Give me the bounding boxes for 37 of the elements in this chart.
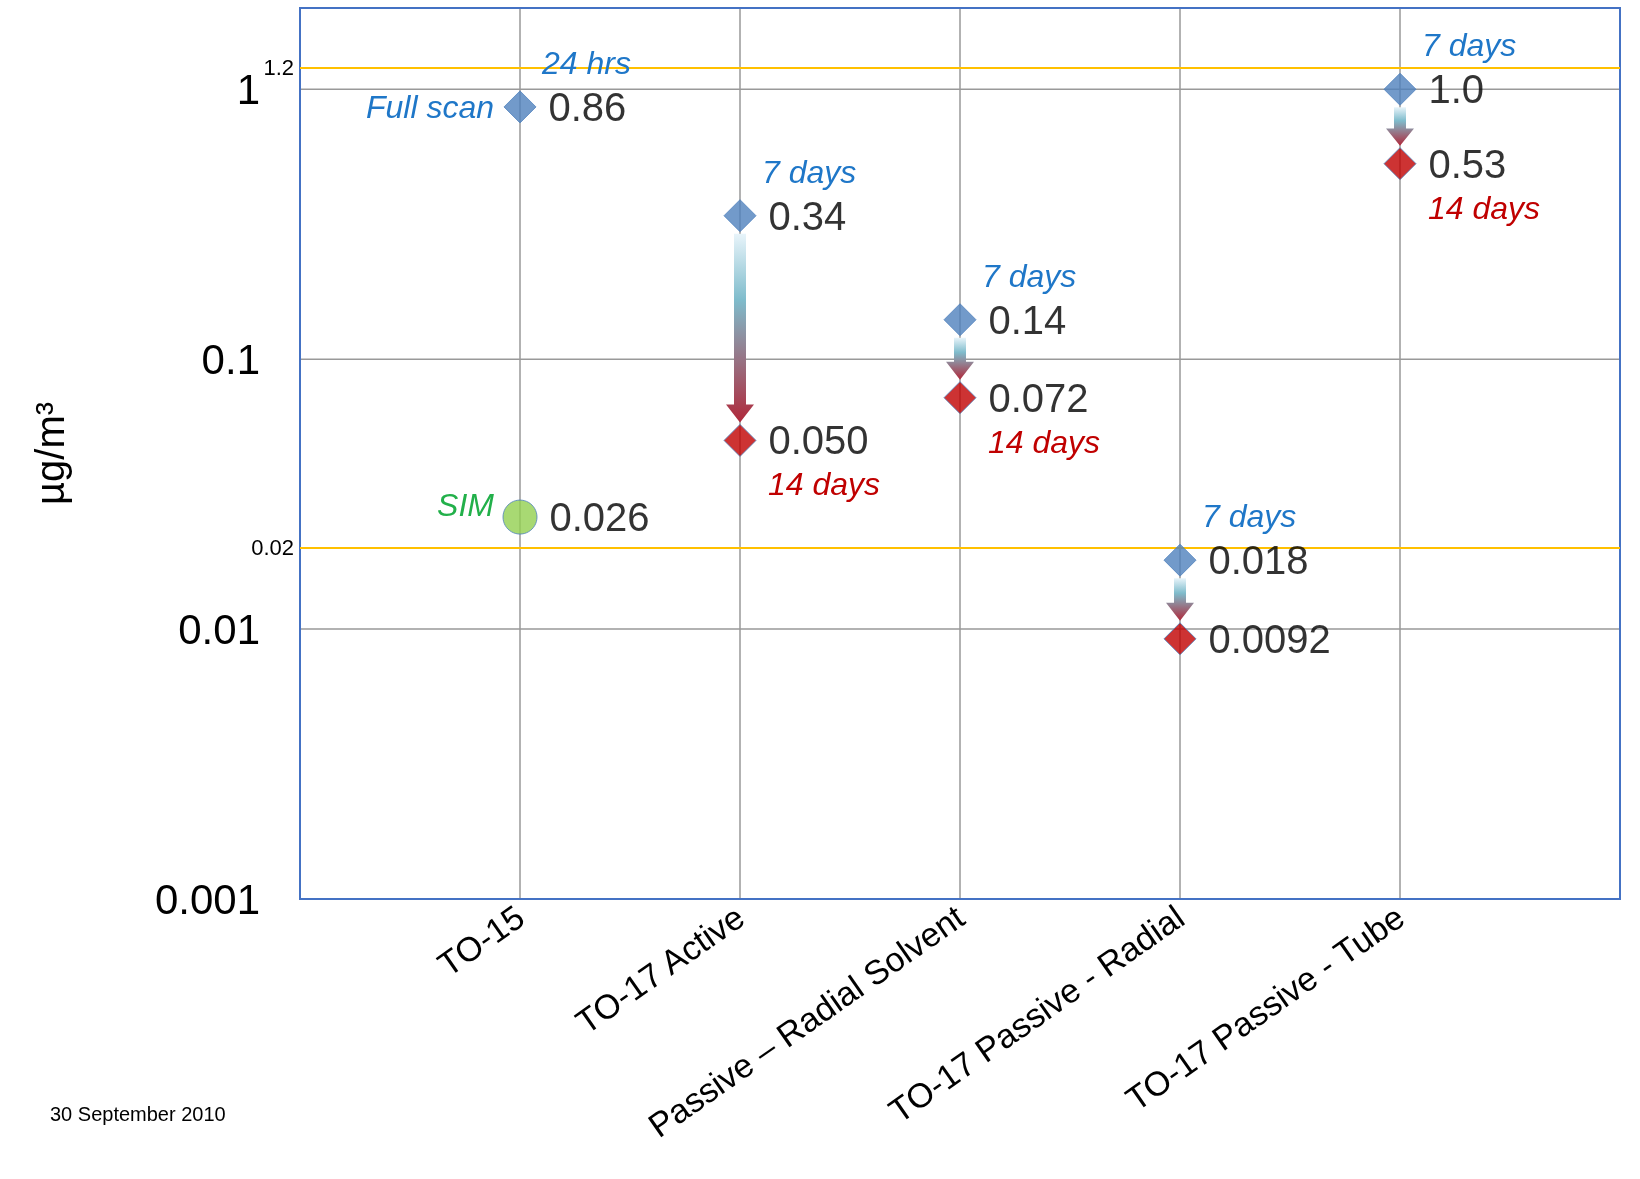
- point: [1383, 72, 1417, 106]
- annotation: SIM: [437, 487, 495, 524]
- data-label: 0.018: [1208, 538, 1309, 583]
- text: 30 September 2010: [50, 1103, 226, 1125]
- annotation: 14 days: [988, 423, 1101, 460]
- data-label: 0.53: [1428, 141, 1507, 186]
- point: [723, 423, 757, 457]
- point: [503, 90, 537, 124]
- ref-line-label: 1.2: [263, 55, 294, 81]
- data-label: 0.026: [549, 495, 650, 540]
- data-label: 0.050: [768, 418, 869, 463]
- ref-line-label: 0.02: [251, 535, 294, 561]
- y-axis-title: µg/m³: [28, 401, 72, 506]
- annotation: 14 days: [768, 466, 881, 503]
- data-label: 1.0: [1428, 67, 1485, 112]
- data-label: 0.14: [988, 297, 1067, 342]
- point: [943, 303, 977, 337]
- data-label: 0.34: [768, 193, 847, 238]
- annotation: 7 days: [762, 153, 857, 190]
- point: [1163, 543, 1197, 577]
- annotation: Full scan: [365, 88, 494, 125]
- point: [502, 499, 538, 535]
- annotation: 7 days: [1422, 27, 1517, 64]
- annotation: 7 days: [982, 257, 1077, 294]
- data-label: 0.0092: [1208, 616, 1331, 661]
- y-tick-label: 1: [236, 65, 260, 113]
- data-label: 0.072: [988, 375, 1089, 420]
- annotation: 14 days: [1428, 189, 1541, 226]
- point: [1383, 147, 1417, 181]
- point: [723, 199, 757, 233]
- point: [943, 381, 977, 415]
- point: [1163, 622, 1197, 656]
- y-tick-label: 0.1: [201, 335, 260, 383]
- data-label: 0.86: [548, 84, 627, 129]
- annotation: 7 days: [1202, 498, 1297, 535]
- y-tick-label: 0.001: [154, 875, 260, 923]
- y-tick-label: 0.01: [178, 605, 260, 653]
